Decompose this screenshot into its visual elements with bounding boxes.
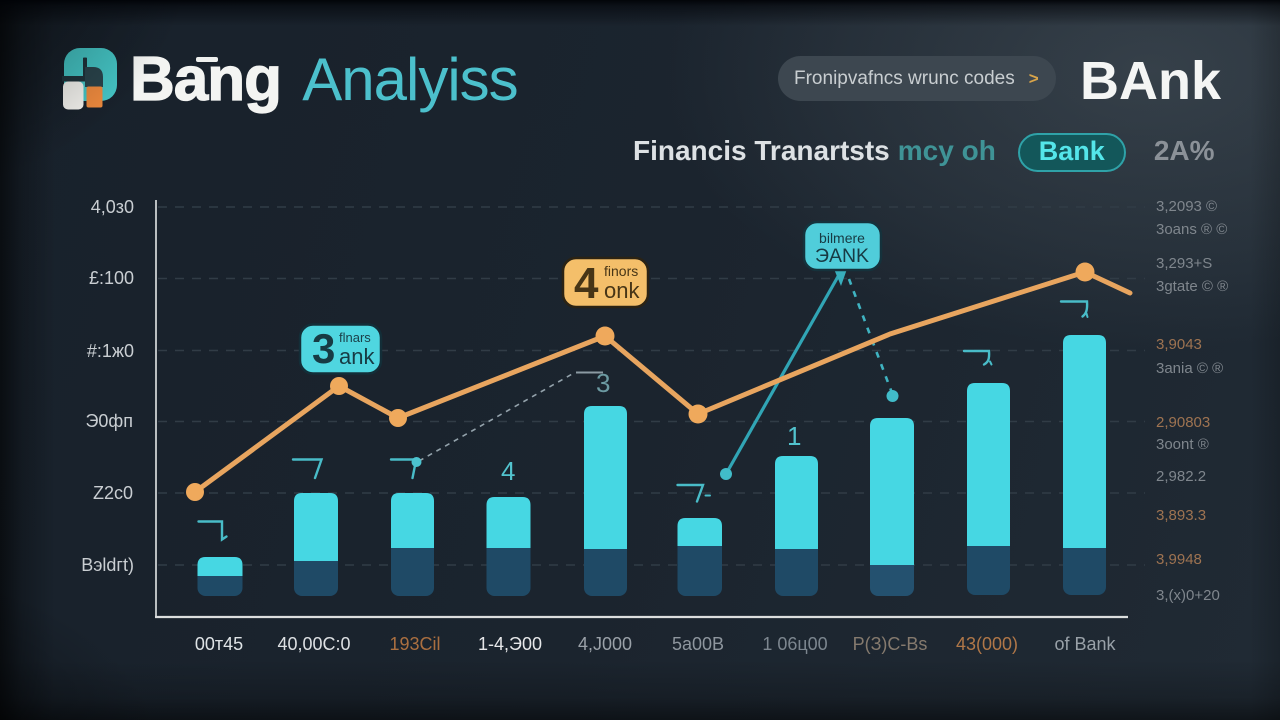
svg-text:of Bank: of Bank — [1054, 634, 1116, 654]
svg-text:4,0з0: 4,0з0 — [91, 197, 134, 217]
svg-text:40,00С:0: 40,00С:0 — [277, 634, 350, 654]
svg-text:3: 3 — [312, 325, 335, 372]
svg-text:£:100: £:100 — [89, 268, 134, 288]
svg-text:3,(x)0+20: 3,(x)0+20 — [1156, 587, 1220, 604]
svg-text:3,293+S: 3,293+S — [1156, 255, 1212, 272]
svg-text:ank: ank — [339, 344, 375, 369]
svg-text:ЭANK: ЭANK — [815, 245, 869, 267]
svg-text:00т45: 00т45 — [195, 634, 243, 654]
svg-text:4,J000: 4,J000 — [578, 634, 632, 654]
svg-text:3oans ® ©: 3oans ® © — [1156, 221, 1227, 238]
svg-text:2,90803: 2,90803 — [1156, 414, 1210, 431]
svg-text:5а00В: 5а00В — [672, 634, 724, 654]
svg-text:3gtate © ®: 3gtate © ® — [1156, 278, 1228, 295]
svg-text:Z2с0: Z2с0 — [93, 483, 133, 503]
svg-text:Э0фп: Э0фп — [85, 411, 133, 431]
svg-text:1-4,Э00: 1-4,Э00 — [478, 634, 542, 654]
svg-text:3,893.3: 3,893.3 — [1156, 507, 1206, 524]
svg-text:3,9043: 3,9043 — [1156, 336, 1202, 353]
svg-text:2,982.2: 2,982.2 — [1156, 468, 1206, 485]
svg-text:flnars: flnars — [339, 330, 371, 345]
svg-text:1: 1 — [787, 421, 801, 451]
svg-text:4: 4 — [574, 259, 599, 308]
svg-text:#:1ж0: #:1ж0 — [87, 341, 134, 361]
svg-text:bilmere: bilmere — [819, 230, 865, 246]
svg-text:3,2093 ©: 3,2093 © — [1156, 198, 1217, 215]
svg-text:193Сil: 193Сil — [389, 634, 440, 654]
svg-text:3ania © ®: 3ania © ® — [1156, 360, 1223, 377]
svg-text:3,9948: 3,9948 — [1156, 551, 1202, 568]
svg-text:Bэldгt): Bэldгt) — [81, 555, 134, 575]
svg-text:43(000): 43(000) — [956, 634, 1018, 654]
svg-text:onk: onk — [604, 278, 640, 303]
svg-text:1 06ц00: 1 06ц00 — [762, 634, 827, 654]
svg-text:Р(З)С-Вs: Р(З)С-Вs — [853, 634, 928, 654]
svg-text:3oont ®: 3oont ® — [1156, 436, 1209, 453]
svg-text:3: 3 — [596, 368, 610, 398]
svg-text:finors: finors — [604, 263, 638, 279]
svg-text:4: 4 — [501, 456, 515, 486]
